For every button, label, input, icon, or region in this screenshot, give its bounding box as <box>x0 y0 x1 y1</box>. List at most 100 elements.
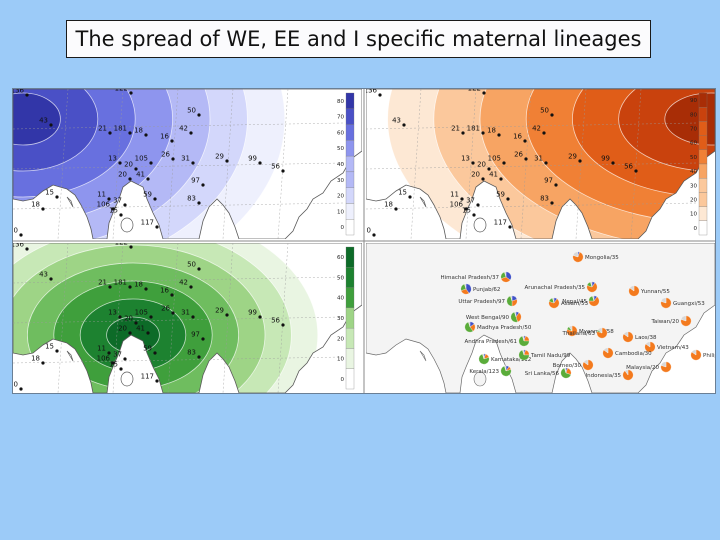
slide-title: The spread of WE, EE and I specific mate… <box>66 20 651 58</box>
sample-point-label: 20 <box>118 171 127 179</box>
population-label: Guangxi/53 <box>673 301 705 307</box>
pie-slice-ee <box>660 297 672 309</box>
sample-point-label: 18 <box>134 127 143 135</box>
pie-slice-other <box>468 321 471 328</box>
sample-point <box>372 233 376 237</box>
pie-slice-other <box>645 341 651 348</box>
population-pie <box>622 331 634 343</box>
sample-point <box>49 277 53 281</box>
sample-point-label: 136 <box>13 241 25 249</box>
population-pie <box>548 297 560 309</box>
legend-swatch <box>345 187 355 204</box>
population-pie <box>628 285 640 297</box>
sample-point <box>471 161 475 165</box>
sample-point <box>129 91 133 95</box>
population-label: Cambodia/30 <box>615 351 652 357</box>
pie-slice-ee <box>566 325 578 337</box>
population-pie <box>500 365 512 377</box>
population-pie <box>506 295 518 307</box>
population-label: Mongolia/35 <box>585 255 619 261</box>
sample-point <box>155 225 159 229</box>
sample-point <box>144 287 148 291</box>
pie-slice-other <box>592 295 595 302</box>
sample-point <box>481 177 485 181</box>
sample-point <box>153 351 157 355</box>
sample-point-label: 43 <box>39 117 48 125</box>
sample-point <box>19 233 23 237</box>
legend-swatch <box>698 149 708 165</box>
pie-slice-i <box>518 335 530 347</box>
sample-point <box>550 113 554 117</box>
legend-tick-label: 60 <box>690 141 697 147</box>
sample-point <box>107 197 111 201</box>
sample-point <box>611 161 615 165</box>
sample-point <box>461 131 465 135</box>
pie-slice-i <box>478 353 490 365</box>
pie-slice-ee <box>588 296 600 307</box>
sample-point <box>402 123 406 127</box>
pie-slice-other <box>504 271 507 278</box>
sample-point-label: 26 <box>514 151 523 159</box>
sample-point-label: 15 <box>45 189 54 197</box>
sample-point-label: 56 <box>271 317 280 325</box>
sample-point <box>111 361 115 365</box>
sample-point-label: 181 <box>114 125 127 133</box>
sample-point <box>258 161 262 165</box>
population-pie <box>660 361 672 373</box>
legend-tick-label: 70 <box>690 127 697 133</box>
population-pie <box>596 327 608 339</box>
population-label: Philippines/25 <box>703 353 715 359</box>
sample-point <box>111 207 115 211</box>
population-pie <box>644 341 656 353</box>
population-pie <box>572 251 584 263</box>
sample-point-label: 59 <box>143 345 152 353</box>
pie-slice-other <box>583 359 589 366</box>
sample-point-label: 97 <box>191 331 200 339</box>
sample-point <box>487 167 491 171</box>
sample-point <box>128 285 132 289</box>
sample-point-label: 50 <box>187 261 196 269</box>
pie-slice-other <box>464 283 467 290</box>
legend-tick-label: 80 <box>337 99 344 105</box>
pie-slice-other <box>624 369 629 376</box>
sample-point <box>128 177 132 181</box>
sample-point-label: 20 <box>477 161 486 169</box>
pie-slice-i <box>518 349 530 361</box>
population-pie <box>464 321 476 333</box>
pie-slice-other <box>482 353 485 360</box>
sample-point-label: 16 <box>160 133 169 141</box>
sample-point <box>153 197 157 201</box>
sample-point-label: 42 <box>179 279 188 287</box>
pie-slice-ee <box>660 361 672 373</box>
panel-we-map: 1361225042432118118162610531299956971320… <box>13 89 362 239</box>
sample-point <box>189 285 193 289</box>
sample-point-label: 117 <box>141 219 154 227</box>
population-pie <box>510 311 522 323</box>
sample-point <box>149 315 153 319</box>
pie-slice-other <box>660 297 667 304</box>
population-label: Vietnam/43 <box>657 345 689 351</box>
legend-swatch <box>698 220 708 236</box>
legend-swatch <box>698 178 708 193</box>
legend-swatch <box>345 203 355 220</box>
sample-point <box>225 313 229 317</box>
sample-point <box>508 225 512 229</box>
pie-slice-i <box>510 311 518 323</box>
sample-point-label: 56 <box>624 163 633 171</box>
pie-slice-other <box>629 285 635 292</box>
sample-point-label: 270 <box>13 227 18 235</box>
legend-tick-label: 0 <box>694 226 698 232</box>
pie-slice-other <box>572 251 579 258</box>
sample-point <box>506 197 510 201</box>
sample-point-label: 15 <box>45 343 54 351</box>
legend-tick-label: 10 <box>337 357 344 363</box>
sample-point <box>129 245 133 249</box>
sample-point-label: 37 <box>113 351 122 359</box>
sample-point-label: 59 <box>496 191 505 199</box>
sample-point-label: 20 <box>471 171 480 179</box>
pie-slice-ee <box>548 298 560 309</box>
population-label: Karnataka/112 <box>491 357 531 363</box>
sample-point <box>55 195 59 199</box>
legend-tick-label: 20 <box>690 198 697 204</box>
pie-slice-other <box>590 281 593 288</box>
